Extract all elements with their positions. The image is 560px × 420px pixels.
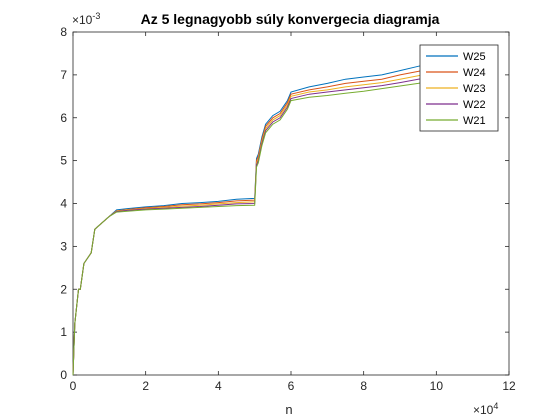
y-tick-label: 7 [60, 68, 67, 82]
x-axis-exponent: ×104 [473, 401, 498, 417]
x-tick-label: 6 [288, 379, 295, 393]
x-axis-ticks: 0 2 4 6 8 10 12 [70, 32, 516, 393]
y-axis-ticks: 0 1 2 3 4 5 6 7 8 [60, 25, 509, 382]
x-tick-label: 0 [70, 379, 77, 393]
y-axis-exponent: ×10-3 [72, 11, 100, 27]
y-tick-label: 4 [60, 197, 67, 211]
x-tick-label: 8 [360, 379, 367, 393]
y-tick-label: 1 [60, 325, 67, 339]
series-line-w21 [72, 79, 437, 376]
y-tick-label: 6 [60, 111, 67, 125]
legend: W25 W24 W23 W22 W21 [419, 44, 499, 132]
series-lines [72, 61, 437, 376]
x-tick-label: 2 [142, 379, 149, 393]
legend-label-w21: W21 [463, 115, 486, 127]
legend-label-w25: W25 [463, 51, 486, 63]
y-tick-label: 5 [60, 154, 67, 168]
legend-label-w22: W22 [463, 99, 486, 111]
x-tick-label: 12 [502, 379, 516, 393]
x-axis-label: n [285, 402, 292, 417]
y-tick-label: 2 [60, 282, 67, 296]
y-tick-label: 8 [60, 25, 67, 39]
y-tick-label: 3 [60, 239, 67, 253]
x-tick-label: 10 [430, 379, 444, 393]
x-tick-label: 4 [215, 379, 222, 393]
legend-label-w24: W24 [463, 67, 486, 79]
legend-label-w23: W23 [463, 83, 486, 95]
y-tick-label: 0 [60, 368, 67, 382]
chart-title: Az 5 legnagyobb súly konvergecia diagram… [141, 11, 440, 27]
